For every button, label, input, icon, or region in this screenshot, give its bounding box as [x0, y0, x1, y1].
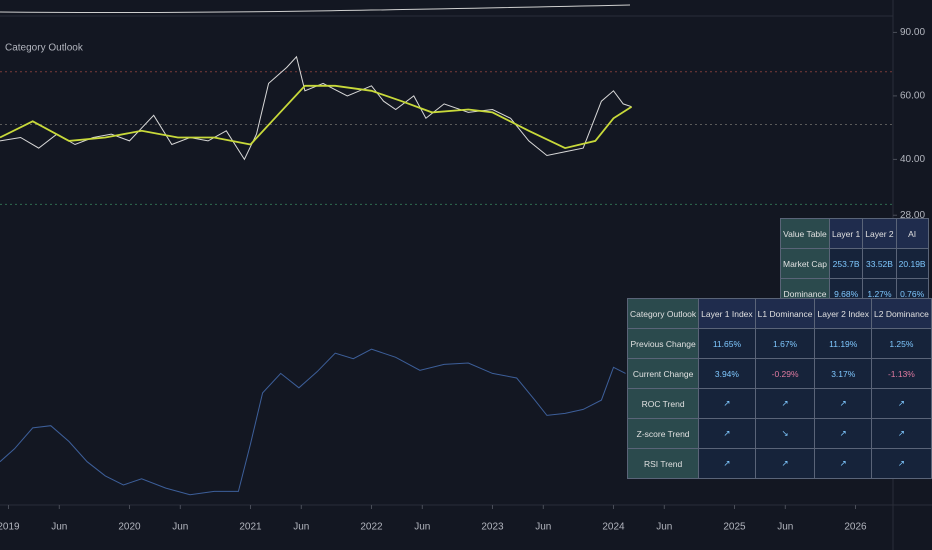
table-cell: ↗ — [814, 448, 872, 479]
table-cell: ↗ — [871, 448, 932, 479]
row-label: Market Cap — [780, 248, 830, 279]
x-tick-label: 2026 — [844, 522, 867, 533]
table-cell: 3.17% — [814, 358, 872, 389]
header-cell: L1 Dominance — [754, 298, 816, 329]
table-cell: 11.65% — [698, 328, 756, 359]
table-cell: ↗ — [698, 388, 756, 419]
header-row: Value Table Layer 1 Layer 2 AI — [780, 218, 929, 249]
table-cell: ↗ — [814, 388, 872, 419]
x-tick-label: 2025 — [723, 522, 746, 533]
table-row: Market Cap 253.7B 33.52B 20.19B — [780, 248, 929, 279]
table-cell: 253.7B — [828, 248, 864, 279]
header-cell: Layer 2 Index — [814, 298, 872, 329]
value-table: Value Table Layer 1 Layer 2 AI Market Cap 253… — [780, 218, 929, 309]
table-cell: ↗ — [814, 418, 872, 449]
row-label: Previous Change — [626, 328, 700, 359]
header-cell: Layer 1 Index — [698, 298, 756, 329]
x-tick-label: 2022 — [360, 522, 383, 533]
header-cell: Layer 1 — [828, 218, 864, 249]
header-cell: Category Outlook — [626, 298, 700, 329]
y-tick-label: 40.00 — [900, 154, 925, 165]
table-row: Current Change3.94%-0.29%3.17%-1.13%-0.9… — [626, 358, 932, 389]
table-cell: 11.19% — [814, 328, 872, 359]
table-cell: ↗ — [754, 448, 816, 479]
header-row: Category Outlook Layer 1 Index L1 Dominanc… — [626, 298, 932, 329]
y-tick-label: 90.00 — [900, 27, 925, 38]
x-tick-label: 2023 — [481, 522, 504, 533]
header-cell: AI — [895, 218, 929, 249]
header-cell: Layer 2 — [862, 218, 897, 249]
table-cell: ↗ — [871, 418, 932, 449]
table-cell: -0.29% — [754, 358, 816, 389]
row-label: RSI Trend — [626, 448, 700, 479]
table-cell: -1.13% — [871, 358, 932, 389]
x-tick-label: Jun — [172, 522, 188, 533]
table-cell: 3.94% — [698, 358, 756, 389]
table-row: ROC Trend↗↗↗↗↗↗ — [626, 388, 932, 419]
x-tick-label: Jun — [777, 522, 793, 533]
x-tick-label: 2020 — [118, 522, 141, 533]
table-cell: ↗ — [698, 448, 756, 479]
table-cell: 33.52B — [862, 248, 897, 279]
table-cell: ↗ — [871, 388, 932, 419]
table-cell: 1.25% — [871, 328, 932, 359]
x-tick-label: Jun — [656, 522, 672, 533]
table-row: Previous Change11.65%1.67%11.19%1.25%30.… — [626, 328, 932, 359]
x-tick-label: Jun — [51, 522, 67, 533]
series-line — [0, 84, 633, 150]
x-tick-label: 2024 — [602, 522, 625, 533]
x-tick-label: 2019 — [0, 522, 20, 533]
table-cell: ↗ — [698, 418, 756, 449]
table-cell: ↘ — [754, 418, 816, 449]
row-label: ROC Trend — [626, 388, 700, 419]
row-label: Current Change — [626, 358, 700, 389]
y-tick-label: 60.00 — [900, 91, 925, 102]
table-row: RSI Trend↗↗↗↗↗↗ — [626, 448, 932, 479]
y-tick-label: 28.00 — [900, 210, 925, 221]
header-cell: Value Table — [780, 218, 830, 249]
x-tick-label: 2021 — [239, 522, 262, 533]
top-pane-line — [0, 4, 631, 14]
outlook-table: Category Outlook Layer 1 Index L1 Dominanc… — [626, 298, 932, 479]
table-row: Z-score Trend↗↘↗↗↗↗ — [626, 418, 932, 449]
indicator-title: Category Outlook — [5, 43, 84, 54]
header-cell: L2 Dominance — [871, 298, 932, 329]
row-label: Z-score Trend — [626, 418, 700, 449]
x-tick-label: Jun — [293, 522, 309, 533]
x-tick-label: Jun — [414, 522, 430, 533]
series-line — [0, 348, 626, 496]
table-cell: 1.67% — [754, 328, 816, 359]
x-tick-label: Jun — [535, 522, 551, 533]
table-cell: 20.19B — [895, 248, 929, 279]
table-cell: ↗ — [754, 388, 816, 419]
